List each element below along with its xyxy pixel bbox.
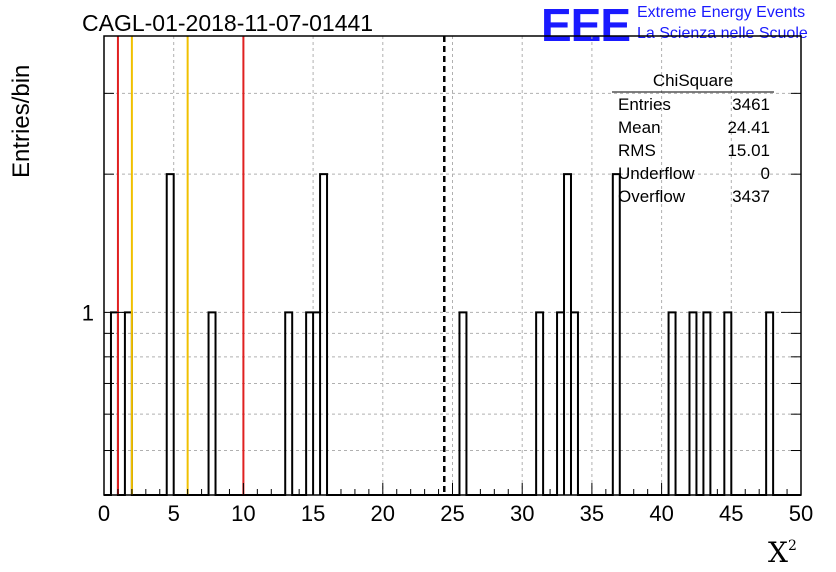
histogram-bin [557, 312, 564, 495]
x-tick-label: 35 [580, 501, 604, 526]
stats-label: RMS [618, 141, 656, 160]
histogram-bin [459, 312, 466, 495]
histogram-bin [125, 312, 132, 495]
stats-value: 3437 [732, 187, 770, 206]
x-tick-label: 20 [371, 501, 395, 526]
histogram-bin [167, 174, 174, 495]
histogram-bin [320, 174, 327, 495]
histogram-bin [613, 174, 620, 495]
histogram-bin [669, 312, 676, 495]
histogram-bin [536, 312, 543, 495]
x-tick-label: 50 [789, 501, 813, 526]
stats-label: Overflow [618, 187, 686, 206]
histogram-bin [564, 174, 571, 495]
y-tick-label: 1 [82, 300, 94, 325]
stats-value: 0 [761, 164, 770, 183]
stats-value: 3461 [732, 95, 770, 114]
stats-label: Underflow [618, 164, 695, 183]
histogram-bin [306, 312, 313, 495]
stats-label: Mean [618, 118, 661, 137]
histogram-bin [689, 312, 696, 495]
histogram-bin [703, 312, 710, 495]
x-tick-label: 10 [231, 501, 255, 526]
x-tick-label: 40 [649, 501, 673, 526]
stats-title: ChiSquare [653, 71, 733, 90]
logo-line-1: Extreme Energy Events [637, 4, 806, 21]
x-axis-label-base: X [768, 536, 788, 569]
x-tick-label: 0 [98, 501, 110, 526]
x-tick-label: 30 [510, 501, 534, 526]
x-axis-label-superscript: 2 [787, 538, 797, 554]
histogram-bin [724, 312, 731, 495]
histogram-bin [285, 312, 292, 495]
histogram-bin [571, 312, 578, 495]
stats-label: Entries [618, 95, 671, 114]
x-tick-label: 45 [719, 501, 743, 526]
histogram-bin [313, 312, 320, 495]
histogram-bin [111, 312, 118, 495]
stats-value: 24.41 [727, 118, 770, 137]
x-tick-label: 25 [440, 501, 464, 526]
chart-title: CAGL-01-2018-11-07-01441 [82, 10, 374, 36]
x-axis-label: X2 [768, 536, 797, 569]
histogram-bin [209, 312, 216, 495]
histogram-bin [766, 312, 773, 495]
stats-value: 15.01 [727, 141, 770, 160]
x-tick-label: 5 [168, 501, 180, 526]
x-tick-label: 15 [301, 501, 325, 526]
logo-text: Extreme Energy Events La Scienza nelle S… [637, 2, 808, 44]
logo-line-2: La Scienza nelle Scuole [637, 25, 808, 42]
eee-logo: EEE [541, 0, 631, 51]
